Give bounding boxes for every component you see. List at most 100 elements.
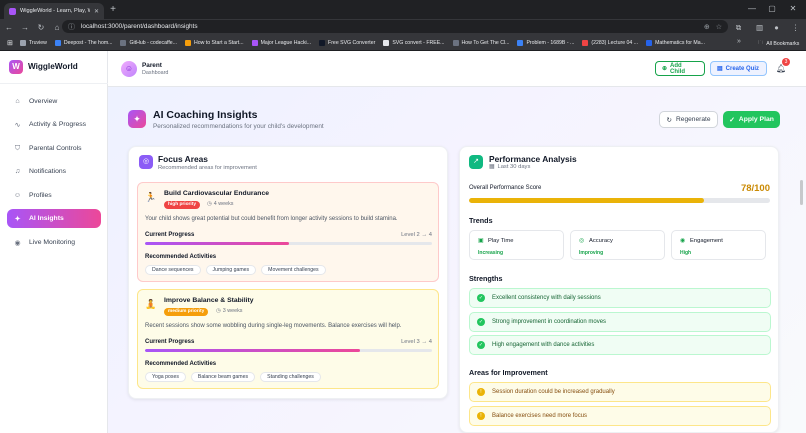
sidebar-item-notifications[interactable]: ♫ Notifications — [7, 162, 101, 181]
sidebar-item-label: Parental Controls — [29, 145, 82, 152]
home-browser-icon[interactable]: ⌂ — [54, 22, 60, 32]
scrollbar[interactable] — [800, 180, 803, 205]
progress-label: Current Progress — [145, 232, 195, 238]
trend-card: ◉ Engagement High — [671, 230, 766, 260]
address-bar[interactable]: ⓘ localhost:3000/parent/dashboard/insigh… — [62, 20, 728, 33]
users-icon: ☺ — [13, 192, 22, 199]
bookmarks-overflow-icon[interactable]: » — [737, 38, 741, 45]
bookmark-label: (2283) Lecture 04 ... — [591, 40, 639, 46]
star-icon[interactable]: ☆ — [715, 23, 722, 31]
priority-badge: high priority — [164, 201, 200, 209]
translate-icon[interactable]: ⊕ — [703, 23, 710, 31]
priority-badge: medium priority — [164, 308, 209, 316]
calendar-icon: ▦ — [489, 164, 495, 170]
sidebar-item-live-monitoring[interactable]: ◉ Live Monitoring — [7, 233, 101, 252]
forward-icon[interactable]: → — [21, 22, 29, 32]
minimize-icon[interactable]: — — [748, 4, 756, 13]
bookmark-label: Mathematics for Ma... — [655, 40, 705, 46]
duration: ◷ 4 weeks — [207, 201, 234, 207]
target-icon: ◎ — [139, 155, 153, 169]
bookmark-item[interactable]: Free SVG Converter — [315, 40, 379, 46]
bookmark-item[interactable]: Major League Hacki... — [248, 40, 315, 46]
bookmark-item[interactable]: Mathematics for Ma... — [642, 40, 709, 46]
bookmark-favicon-icon — [517, 40, 524, 46]
activity-chip[interactable]: Movement challenges — [261, 265, 326, 275]
page-title: AI Coaching Insights — [153, 109, 258, 121]
score-bar-fill — [469, 198, 704, 203]
progress-bar-fill — [145, 349, 361, 352]
apply-plan-button[interactable]: ✓ Apply Plan — [723, 111, 780, 128]
bookmark-label: GitHub - codecaffe... — [129, 40, 177, 46]
activity-chip[interactable]: Yoga poses — [145, 372, 186, 382]
regenerate-label: Regenerate — [676, 116, 711, 123]
activity-chip[interactable]: Standing challenges — [260, 372, 321, 382]
plus-icon: ⊕ — [662, 66, 668, 72]
bookmark-item[interactable]: Truview — [16, 40, 51, 46]
maximize-icon[interactable]: ▢ — [768, 4, 776, 13]
add-child-button[interactable]: ⊕ Add Child — [655, 61, 705, 76]
activities-label: Recommended Activities — [145, 254, 217, 260]
sidebar-item-label: Overview — [29, 98, 58, 105]
logo-icon: W — [9, 60, 23, 74]
folder-icon: 🗀 — [758, 40, 764, 46]
sidebar-item-label: Profiles — [29, 192, 52, 199]
regenerate-button[interactable]: ↻ Regenerate — [659, 111, 718, 128]
avatar[interactable]: ☺ — [121, 61, 137, 77]
brand-name: WiggleWorld — [28, 62, 78, 71]
trend-icon: ◎ — [579, 238, 585, 244]
sidebar-item-profiles[interactable]: ☺ Profiles — [7, 186, 101, 205]
sidebar-divider — [0, 83, 108, 84]
bookmark-item[interactable]: Problem - 1689B - ... — [513, 40, 578, 46]
new-tab-icon[interactable]: + — [110, 4, 116, 15]
bookmark-item[interactable]: Deepost - The hom... — [51, 40, 117, 46]
all-bookmarks-label: All Bookmarks — [766, 40, 800, 47]
bookmark-item[interactable]: GitHub - codecaffe... — [116, 40, 180, 46]
trend-name: Play Time — [488, 238, 514, 244]
check-icon: ✓ — [477, 341, 485, 349]
bookmark-favicon-icon — [383, 40, 390, 46]
reload-icon[interactable]: ↻ — [37, 22, 45, 32]
score-value: 78/100 — [740, 183, 770, 194]
close-window-icon[interactable]: ✕ — [789, 4, 797, 13]
bookmark-label: SVG convert - FREE... — [392, 40, 445, 46]
browser-tab[interactable]: WiggleWorld - Learn, Play, Wiggle ✕ — [4, 3, 104, 19]
focus-card-title: Improve Balance & Stability — [164, 297, 254, 304]
all-bookmarks[interactable]: 🗀 All Bookmarks — [758, 36, 799, 51]
improve-title: Areas for Improvement — [469, 368, 548, 377]
user-role-desc: Dashboard — [142, 70, 169, 76]
notification-bell-icon[interactable]: 🔔︎ — [776, 64, 787, 73]
extensions-icon[interactable]: ⧉ — [735, 23, 742, 32]
focus-card-desc: Your child shows great potential but cou… — [145, 216, 398, 222]
profile-icon[interactable]: ● — [774, 23, 779, 32]
period: ▦ Last 30 days — [489, 164, 530, 170]
sidebar-item-parental-controls[interactable]: ⛉ Parental Controls — [7, 139, 101, 158]
user-role: Parent — [142, 62, 162, 69]
sidebar-item-label: Live Monitoring — [29, 239, 76, 246]
menu-icon[interactable]: ⋮ — [791, 23, 800, 32]
bookmark-item[interactable]: How to Start a Start... — [181, 40, 248, 46]
site-info-icon[interactable]: ⓘ — [68, 23, 75, 31]
bookmark-item[interactable]: (2283) Lecture 04 ... — [578, 40, 642, 46]
sidebar-item-activity-progress[interactable]: ∿ Activity & Progress — [7, 115, 101, 134]
apply-plan-label: Apply Plan — [738, 116, 774, 123]
create-quiz-button[interactable]: ▤ Create Quiz — [710, 61, 767, 76]
close-tab-icon[interactable]: ✕ — [93, 8, 99, 15]
bookmark-favicon-icon — [646, 40, 653, 46]
sidebar-item-overview[interactable]: ⌂ Overview — [7, 92, 101, 111]
sidepanel-icon[interactable]: ▥ — [755, 23, 764, 32]
brain-icon: ✦ — [14, 215, 21, 223]
item-text: Excellent consistency with daily session… — [492, 295, 601, 301]
bookmark-label: Truview — [28, 40, 47, 46]
bookmark-item[interactable]: SVG convert - FREE... — [379, 40, 448, 46]
item-text: Balance exercises need more focus — [492, 412, 588, 419]
back-icon[interactable]: ← — [5, 22, 13, 32]
sidebar-item-ai-insights[interactable]: ✦ AI Insights — [7, 209, 101, 228]
activity-chip[interactable]: Dance sequences — [145, 265, 201, 275]
bookmark-item[interactable]: How To Get The Cl... — [449, 40, 514, 46]
apps-icon[interactable]: ⊞ — [7, 40, 13, 47]
activity-chip[interactable]: Jumping games — [205, 265, 257, 275]
add-child-label: Add Child — [670, 62, 686, 75]
activity-chip[interactable]: Balance beam games — [190, 372, 256, 382]
trends-title: Trends — [469, 216, 493, 225]
bookmark-favicon-icon — [582, 40, 589, 46]
